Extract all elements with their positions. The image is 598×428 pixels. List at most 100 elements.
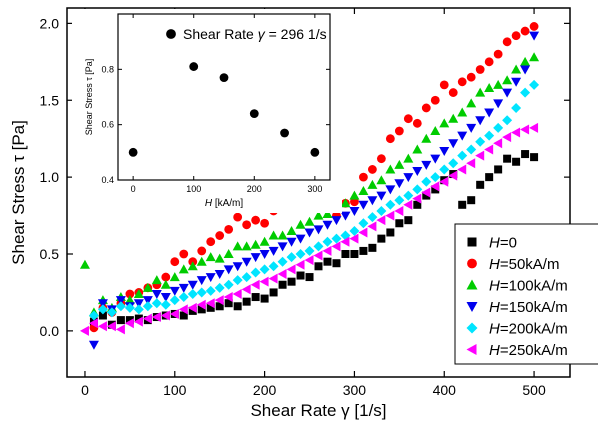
data-point-series-0 bbox=[350, 250, 359, 258]
main-y-axis-label: Shear Stress τ [Pa] bbox=[9, 120, 28, 265]
y-tick-label: 1.5 bbox=[40, 92, 60, 108]
data-point-series-0 bbox=[530, 153, 539, 162]
data-point-series-2 bbox=[223, 249, 234, 258]
data-point-series-3 bbox=[223, 265, 234, 275]
data-point-series-2 bbox=[484, 82, 495, 92]
inset-legend-marker bbox=[166, 29, 176, 39]
data-point-series-2 bbox=[241, 241, 252, 251]
data-point-series-5 bbox=[79, 325, 89, 336]
data-point-series-2 bbox=[394, 159, 405, 169]
data-point-series-5 bbox=[214, 295, 224, 306]
data-point-series-2 bbox=[178, 264, 189, 274]
data-point-series-4 bbox=[493, 122, 504, 133]
data-point-series-4 bbox=[124, 302, 135, 313]
data-point-series-2 bbox=[421, 133, 432, 143]
data-point-series-0 bbox=[242, 297, 251, 306]
data-point-series-3 bbox=[178, 283, 189, 293]
legend-marker-series-2 bbox=[466, 279, 478, 290]
data-point-series-1 bbox=[170, 257, 180, 267]
legend-marker-series-3 bbox=[466, 302, 478, 312]
data-point-series-3 bbox=[205, 273, 216, 283]
data-point-series-4 bbox=[142, 301, 153, 312]
main-x-axis-ticks: 0 100 200 300 400 500 bbox=[81, 8, 546, 398]
data-point-series-4 bbox=[115, 301, 126, 312]
data-point-series-1 bbox=[359, 172, 368, 182]
data-point-series-4 bbox=[169, 295, 180, 306]
data-point-series-5 bbox=[484, 144, 494, 155]
data-point-series-0 bbox=[251, 293, 260, 302]
data-point-series-5 bbox=[295, 259, 305, 270]
data-point-series-4 bbox=[457, 150, 468, 161]
data-point-series-3 bbox=[232, 262, 243, 272]
main-data-points bbox=[79, 22, 540, 350]
data-point-series-5 bbox=[88, 318, 98, 329]
data-point-series-4 bbox=[313, 241, 324, 252]
data-point-series-0 bbox=[341, 250, 350, 258]
data-point-series-4 bbox=[106, 307, 117, 318]
data-point-series-1 bbox=[125, 289, 135, 299]
data-point-series-3 bbox=[430, 154, 441, 164]
legend-label-series-1: H=50kA/m bbox=[489, 256, 559, 273]
data-point-series-3 bbox=[115, 296, 126, 306]
data-point-series-2 bbox=[367, 179, 378, 189]
data-point-series-0 bbox=[332, 259, 341, 268]
data-point-series-1 bbox=[493, 49, 503, 59]
data-point-series-5 bbox=[286, 264, 296, 275]
data-point-series-0 bbox=[296, 271, 305, 280]
x-tick-label: 100 bbox=[163, 382, 187, 398]
data-point-series-2 bbox=[322, 209, 333, 219]
data-point-series-5 bbox=[115, 324, 125, 335]
data-point-series-5 bbox=[412, 193, 422, 204]
data-point-series-4 bbox=[529, 79, 540, 90]
main-x-axis-label: Shear Rate γ [1/s] bbox=[250, 401, 386, 420]
data-point-series-0 bbox=[134, 314, 143, 323]
data-point-series-3 bbox=[151, 289, 162, 299]
data-point-series-4 bbox=[205, 285, 216, 296]
data-point-series-4 bbox=[484, 130, 495, 141]
data-point-series-5 bbox=[223, 292, 233, 303]
data-point-series-0 bbox=[431, 185, 440, 194]
data-point-series-3 bbox=[349, 206, 360, 216]
data-point-series-0 bbox=[458, 200, 467, 209]
data-point-series-0 bbox=[314, 262, 323, 271]
inset-data-point bbox=[249, 109, 259, 118]
x-tick-label: 300 bbox=[343, 382, 367, 398]
data-point-series-5 bbox=[187, 302, 197, 313]
data-point-series-1 bbox=[206, 237, 216, 247]
data-point-series-3 bbox=[88, 340, 99, 350]
data-point-series-5 bbox=[493, 138, 503, 149]
data-point-series-1 bbox=[260, 218, 270, 228]
data-point-series-5 bbox=[349, 233, 359, 244]
data-point-series-0 bbox=[377, 234, 386, 243]
data-point-series-5 bbox=[385, 210, 395, 221]
data-point-series-2 bbox=[277, 230, 288, 240]
inset-plot: 0 100 200 300 0.4 0.6 0.8 Shear Rate γ = 296 … bbox=[72, 9, 342, 213]
data-point-series-3 bbox=[142, 296, 153, 306]
data-point-series-2 bbox=[502, 75, 513, 85]
data-point-series-2 bbox=[205, 252, 216, 262]
data-point-series-4 bbox=[97, 304, 108, 315]
y-tick-label: 0.5 bbox=[40, 246, 60, 262]
data-point-series-1 bbox=[376, 154, 386, 164]
data-point-series-2 bbox=[475, 87, 486, 97]
data-point-series-5 bbox=[196, 299, 206, 310]
data-point-series-5 bbox=[277, 268, 287, 279]
data-point-series-4 bbox=[466, 144, 477, 155]
data-point-series-4 bbox=[358, 218, 369, 229]
x-tick-label: 200 bbox=[253, 382, 277, 398]
data-point-series-1 bbox=[475, 65, 485, 74]
data-point-series-3 bbox=[412, 166, 423, 176]
data-point-series-5 bbox=[502, 132, 512, 143]
data-point-series-3 bbox=[529, 31, 540, 41]
data-point-series-0 bbox=[305, 273, 314, 282]
data-point-series-2 bbox=[412, 144, 423, 154]
data-point-series-2 bbox=[304, 216, 315, 226]
data-point-series-2 bbox=[511, 64, 522, 74]
data-point-series-5 bbox=[241, 284, 251, 295]
data-point-series-1 bbox=[421, 103, 431, 113]
data-point-series-3 bbox=[439, 146, 450, 156]
data-point-series-0 bbox=[359, 246, 368, 255]
data-point-series-0 bbox=[422, 191, 431, 200]
legend-label-series-5: H=250kA/m bbox=[489, 342, 568, 359]
